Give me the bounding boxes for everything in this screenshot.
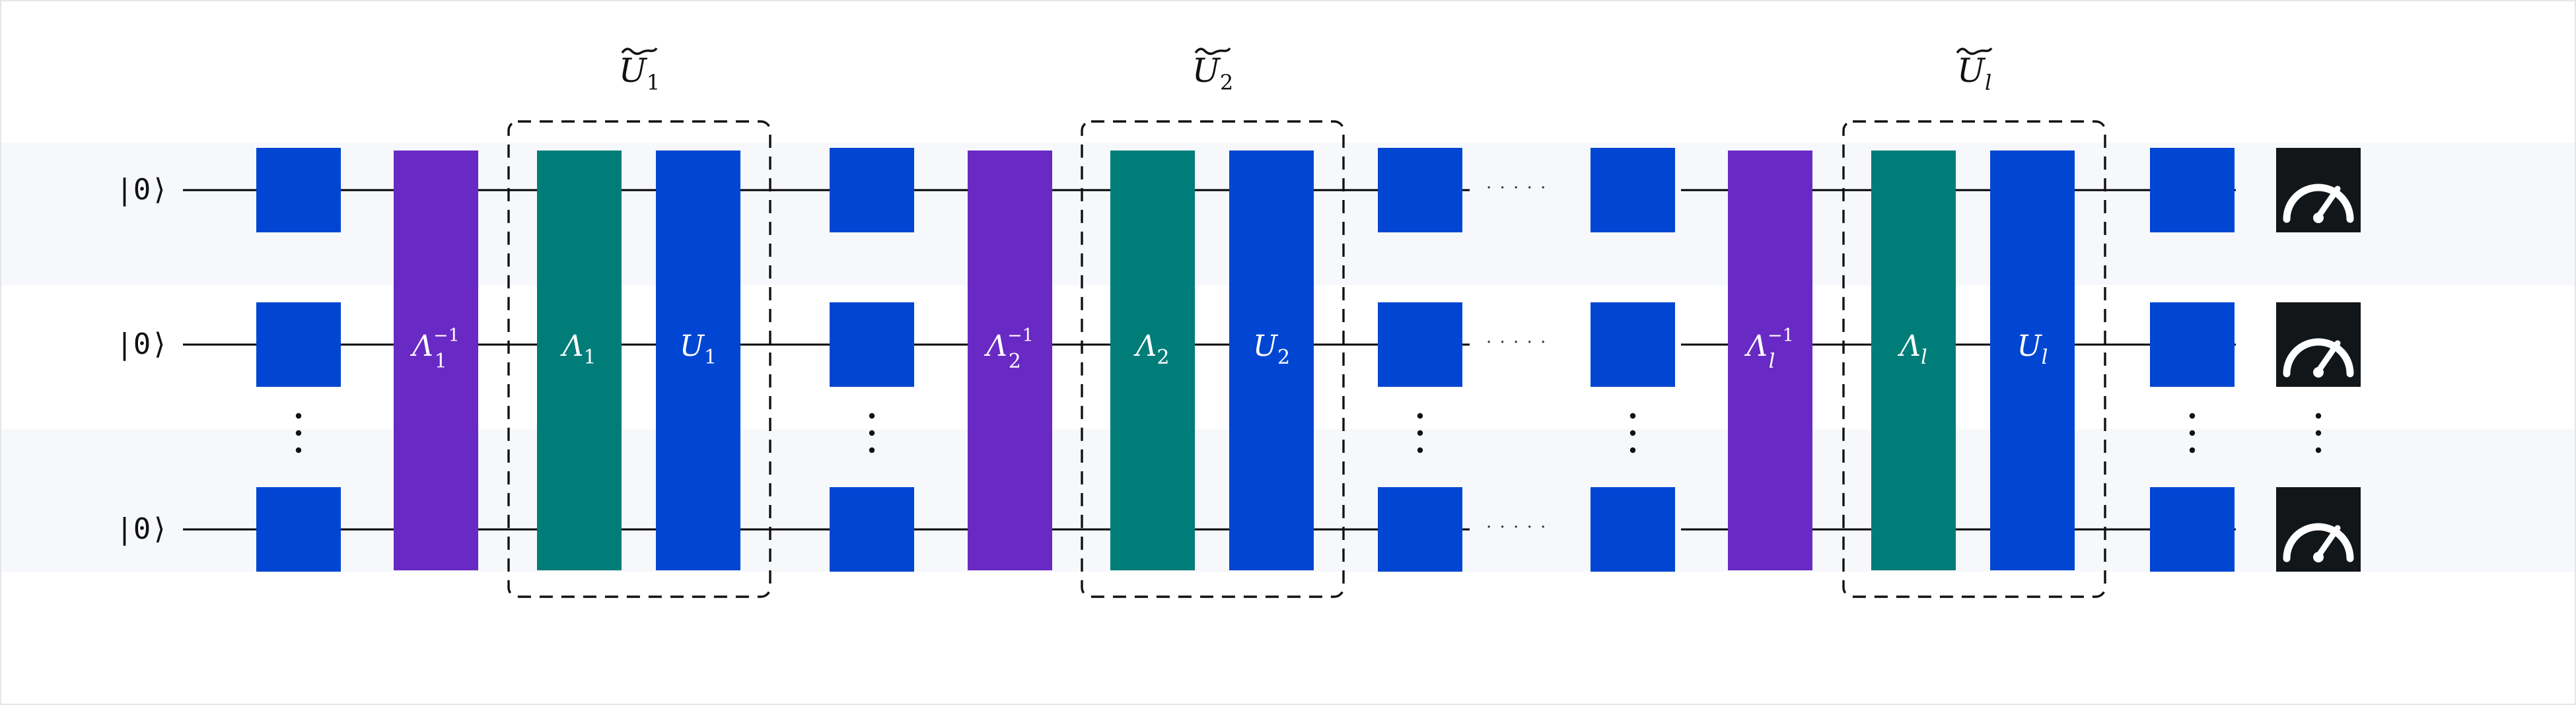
lambda-inverse-gate xyxy=(1728,151,1812,570)
svg-text:U1: U1 xyxy=(619,51,661,95)
single-qubit-gate xyxy=(256,487,341,572)
qubit-label-3: |0⟩ xyxy=(116,512,168,546)
svg-text:U1: U1 xyxy=(680,329,717,369)
vertical-ellipsis-dot xyxy=(869,447,875,453)
single-qubit-gate xyxy=(830,487,914,572)
horizontal-ellipsis: · · · · · xyxy=(1486,178,1547,198)
dashed-group-box xyxy=(1081,120,1345,598)
lambda-gate xyxy=(1871,151,1956,570)
vertical-ellipsis-dot xyxy=(1629,430,1636,436)
single-qubit-gate xyxy=(2150,302,2235,387)
single-qubit-gate xyxy=(256,302,341,387)
svg-text:Λ−1l: Λ−1 l xyxy=(1744,325,1794,373)
measurement-meter-icon xyxy=(2276,487,2361,572)
vertical-ellipsis-dot xyxy=(295,413,302,419)
vertical-ellipsis-dot xyxy=(869,413,875,419)
measurement-meter-icon xyxy=(2276,148,2361,232)
vertical-ellipsis-dot xyxy=(1417,413,1423,419)
single-qubit-gate xyxy=(1591,302,1675,387)
unitary-label: U1 xyxy=(680,329,717,369)
qubit-label-2: |0⟩ xyxy=(116,327,168,361)
vertical-ellipsis-dot xyxy=(2315,430,2322,436)
svg-text:U2: U2 xyxy=(1192,51,1234,95)
svg-text:Λ−11: Λ−1 1 xyxy=(410,325,460,373)
lambda-gate xyxy=(1110,151,1195,570)
vertical-ellipsis-dot xyxy=(295,430,302,436)
lambda-label: Λl xyxy=(1897,329,1927,369)
qubit-label-1: |0⟩ xyxy=(116,173,168,207)
dashed-group-box xyxy=(507,120,771,598)
tilde-mark xyxy=(1956,48,1993,55)
lambda-inverse-gate xyxy=(968,151,1052,570)
vertical-ellipsis-dot xyxy=(1629,413,1636,419)
vertical-ellipsis-dot xyxy=(1417,447,1423,453)
svg-text:Λl: Λl xyxy=(1897,329,1927,369)
single-qubit-gate xyxy=(1378,302,1462,387)
vertical-ellipsis-dot xyxy=(2315,413,2322,419)
dashed-group-box xyxy=(1842,120,2106,598)
lambda-label: Λ1 xyxy=(560,329,596,369)
single-qubit-gate xyxy=(830,148,914,232)
vertical-ellipsis-dot xyxy=(2189,413,2196,419)
vertical-ellipsis-dot xyxy=(1417,430,1423,436)
vertical-ellipsis-dot xyxy=(2189,447,2196,453)
measurement-meter-icon xyxy=(2276,302,2361,387)
lambda-inverse-label: Λ−1 1 xyxy=(410,325,460,373)
vertical-ellipsis-dot xyxy=(1629,447,1636,453)
svg-text:U2: U2 xyxy=(1253,329,1290,369)
vertical-ellipsis-dot xyxy=(295,447,302,453)
svg-text:Λ2: Λ2 xyxy=(1133,329,1170,369)
lambda-gate xyxy=(537,151,622,570)
lambda-inverse-label: Λ−1 2 xyxy=(984,325,1034,373)
lambda-label: Λ2 xyxy=(1133,329,1170,369)
group-title: U1 xyxy=(619,48,661,95)
single-qubit-gate xyxy=(1591,148,1675,232)
single-qubit-gate xyxy=(256,148,341,232)
horizontal-ellipsis: · · · · · xyxy=(1486,518,1547,537)
unitary-gate xyxy=(656,151,740,570)
single-qubit-gate xyxy=(830,302,914,387)
svg-text:Λ−12: Λ−1 2 xyxy=(984,325,1034,373)
tilde-mark xyxy=(621,48,658,55)
lambda-inverse-gate xyxy=(394,151,478,570)
group-title: Ul xyxy=(1956,48,1993,95)
unitary-gate xyxy=(1229,151,1314,570)
single-qubit-gate xyxy=(2150,487,2235,572)
single-qubit-gate xyxy=(1378,487,1462,572)
horizontal-ellipsis: · · · · · xyxy=(1486,333,1547,352)
vertical-ellipsis-dot xyxy=(2315,447,2322,453)
single-qubit-gate xyxy=(2150,148,2235,232)
svg-text:Ul: Ul xyxy=(2017,329,2048,369)
unitary-label: U2 xyxy=(1253,329,1290,369)
unitary-label: Ul xyxy=(2017,329,2048,369)
lambda-inverse-label: Λ−1 l xyxy=(1744,325,1794,373)
svg-text:Λ1: Λ1 xyxy=(560,329,596,369)
svg-text:Ul: Ul xyxy=(1957,51,1991,95)
group-title: U2 xyxy=(1192,48,1234,95)
tilde-mark xyxy=(1194,48,1231,55)
vertical-ellipsis-dot xyxy=(869,430,875,436)
unitary-gate xyxy=(1990,151,2075,570)
vertical-ellipsis-dot xyxy=(2189,430,2196,436)
single-qubit-gate xyxy=(1378,148,1462,232)
single-qubit-gate xyxy=(1591,487,1675,572)
